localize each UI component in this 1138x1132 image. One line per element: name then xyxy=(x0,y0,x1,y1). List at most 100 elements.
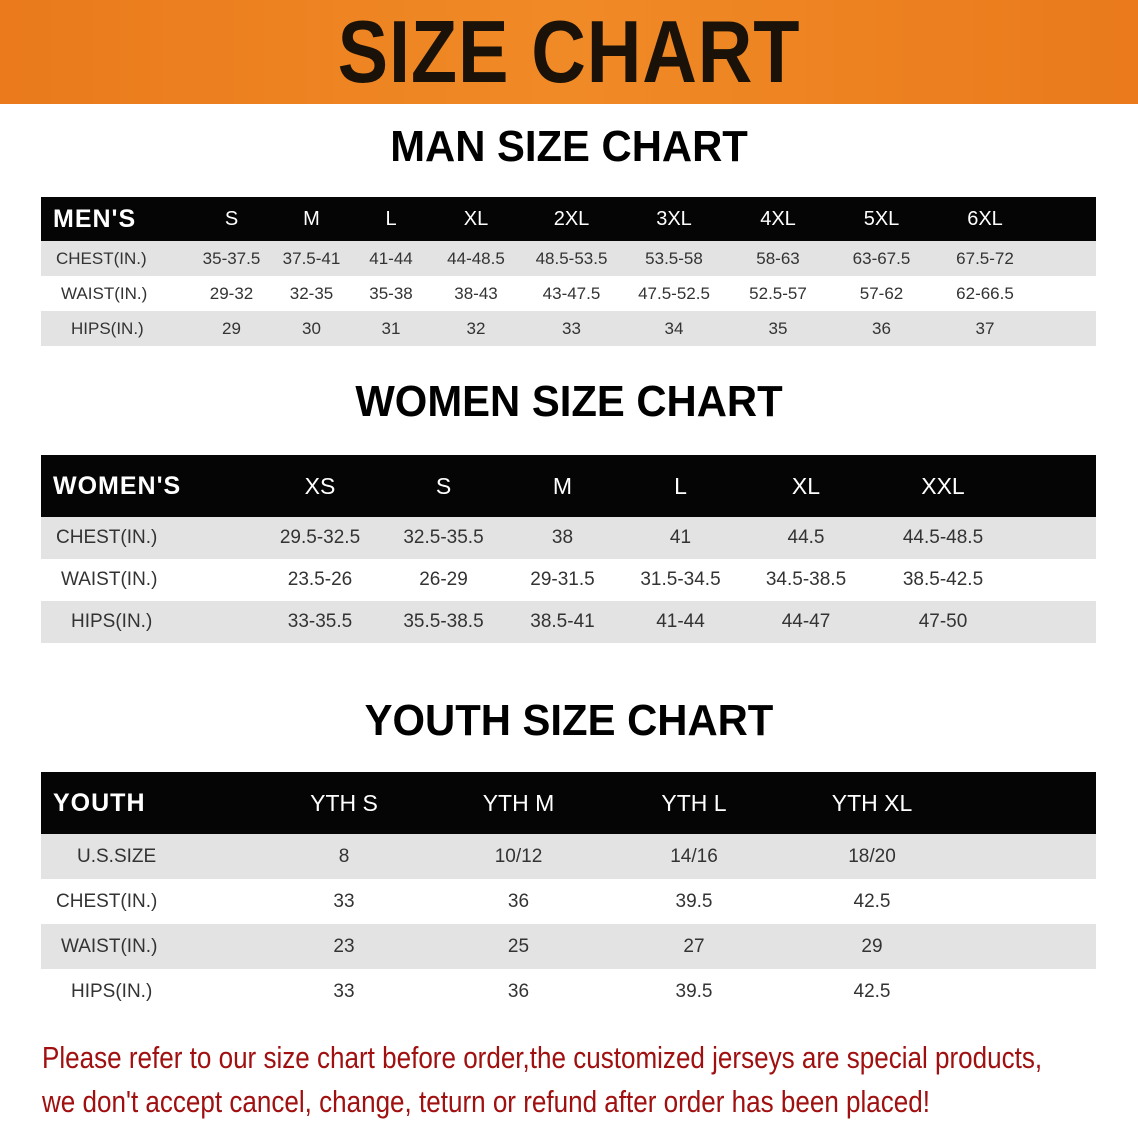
men-section-title: MAN SIZE CHART xyxy=(390,122,748,171)
table-cell: 57-62 xyxy=(830,276,933,311)
size-column-header: L xyxy=(351,197,431,241)
table-cell: 8 xyxy=(257,834,431,879)
table-cell: 67.5-72 xyxy=(933,241,1037,276)
table-row: HIPS(IN.) 33-35.5 35.5-38.5 38.5-41 41-44 44-… xyxy=(41,601,1096,643)
size-column-header: S xyxy=(383,455,504,517)
cell-filler xyxy=(1037,241,1096,276)
banner-title: SIZE CHART xyxy=(337,2,801,101)
size-column-header: XXL xyxy=(872,455,1014,517)
table-cell: 48.5-53.5 xyxy=(521,241,622,276)
table-row: WAIST(IN.) 23.5-26 26-29 29-31.5 31.5-34.5 34… xyxy=(41,559,1096,601)
row-label: HIPS(IN.) xyxy=(41,601,257,643)
table-cell: 14/16 xyxy=(606,834,782,879)
table-row: CHEST(IN.) 35-37.5 37.5-41 41-44 44-48.5 48.5… xyxy=(41,241,1096,276)
header-filler xyxy=(1014,455,1096,517)
table-cell: 23 xyxy=(257,924,431,969)
table-cell: 38.5-41 xyxy=(504,601,621,643)
table-cell: 52.5-57 xyxy=(726,276,830,311)
size-column-header: L xyxy=(621,455,740,517)
table-cell: 44.5 xyxy=(740,517,872,559)
table-cell: 36 xyxy=(431,969,606,1014)
table-cell: 35.5-38.5 xyxy=(383,601,504,643)
size-column-header: YTH XL xyxy=(782,772,962,834)
table-cell: 37.5-41 xyxy=(272,241,351,276)
table-cell: 25 xyxy=(431,924,606,969)
table-cell: 44-48.5 xyxy=(431,241,521,276)
table-cell: 29 xyxy=(782,924,962,969)
cell-filler xyxy=(962,834,1096,879)
row-label: CHEST(IN.) xyxy=(41,241,191,276)
table-cell: 37 xyxy=(933,311,1037,346)
table-cell: 63-67.5 xyxy=(830,241,933,276)
table-cell: 35 xyxy=(726,311,830,346)
notice-line-2: we don't accept cancel, change, teturn o… xyxy=(42,1084,931,1119)
men-size-table: MEN'S S M L XL 2XL 3XL 4XL 5XL 6XL CHEST(IN.) 35-37… xyxy=(41,197,1096,346)
table-cell: 31 xyxy=(351,311,431,346)
table-cell: 35-38 xyxy=(351,276,431,311)
row-label: WAIST(IN.) xyxy=(41,559,257,601)
table-header-row: WOMEN'S XS S M L XL XXL xyxy=(41,455,1096,517)
header-label: MEN'S xyxy=(41,197,191,241)
size-column-header: 6XL xyxy=(933,197,1037,241)
cell-filler xyxy=(1014,601,1096,643)
table-cell: 38 xyxy=(504,517,621,559)
table-cell: 58-63 xyxy=(726,241,830,276)
table-cell: 33 xyxy=(257,879,431,924)
women-size-table: WOMEN'S XS S M L XL XXL CHEST(IN.) 29.5-32.5 32.5… xyxy=(41,455,1096,643)
table-cell: 53.5-58 xyxy=(622,241,726,276)
row-label: WAIST(IN.) xyxy=(41,276,191,311)
youth-section-title: YOUTH SIZE CHART xyxy=(364,696,774,745)
row-label: U.S.SIZE xyxy=(41,834,257,879)
row-label: WAIST(IN.) xyxy=(41,924,257,969)
table-row: CHEST(IN.) 33 36 39.5 42.5 xyxy=(41,879,1096,924)
cell-filler xyxy=(1014,517,1096,559)
table-cell: 41 xyxy=(621,517,740,559)
table-row: U.S.SIZE 8 10/12 14/16 18/20 xyxy=(41,834,1096,879)
table-header-row: MEN'S S M L XL 2XL 3XL 4XL 5XL 6XL xyxy=(41,197,1096,241)
table-cell: 23.5-26 xyxy=(257,559,383,601)
size-column-header: 3XL xyxy=(622,197,726,241)
notice-line-1: Please refer to our size chart before or… xyxy=(42,1040,1043,1075)
table-cell: 29-31.5 xyxy=(504,559,621,601)
table-cell: 38.5-42.5 xyxy=(872,559,1014,601)
size-column-header: XL xyxy=(431,197,521,241)
cell-filler xyxy=(1014,559,1096,601)
size-column-header: YTH S xyxy=(257,772,431,834)
order-notice: Please refer to our size chart before or… xyxy=(42,1036,1043,1124)
table-cell: 29 xyxy=(191,311,272,346)
table-cell: 18/20 xyxy=(782,834,962,879)
size-column-header: 2XL xyxy=(521,197,622,241)
cell-filler xyxy=(962,969,1096,1014)
table-cell: 42.5 xyxy=(782,879,962,924)
table-cell: 34.5-38.5 xyxy=(740,559,872,601)
table-cell: 38-43 xyxy=(431,276,521,311)
table-cell: 26-29 xyxy=(383,559,504,601)
table-cell: 62-66.5 xyxy=(933,276,1037,311)
table-cell: 34 xyxy=(622,311,726,346)
youth-size-table: YOUTH YTH S YTH M YTH L YTH XL U.S.SIZE 8 10/12… xyxy=(41,772,1096,1014)
table-cell: 47-50 xyxy=(872,601,1014,643)
table-cell: 47.5-52.5 xyxy=(622,276,726,311)
row-label: HIPS(IN.) xyxy=(41,311,191,346)
table-cell: 44-47 xyxy=(740,601,872,643)
cell-filler xyxy=(962,879,1096,924)
table-cell: 44.5-48.5 xyxy=(872,517,1014,559)
row-label: CHEST(IN.) xyxy=(41,879,257,924)
women-section-title: WOMEN SIZE CHART xyxy=(355,377,783,426)
table-cell: 33 xyxy=(257,969,431,1014)
size-column-header: YTH L xyxy=(606,772,782,834)
table-cell: 41-44 xyxy=(351,241,431,276)
size-column-header: 4XL xyxy=(726,197,830,241)
cell-filler xyxy=(962,924,1096,969)
size-column-header: M xyxy=(272,197,351,241)
table-cell: 41-44 xyxy=(621,601,740,643)
table-cell: 32-35 xyxy=(272,276,351,311)
table-row: WAIST(IN.) 23 25 27 29 xyxy=(41,924,1096,969)
table-cell: 32 xyxy=(431,311,521,346)
table-cell: 27 xyxy=(606,924,782,969)
size-column-header: XL xyxy=(740,455,872,517)
cell-filler xyxy=(1037,276,1096,311)
size-column-header: S xyxy=(191,197,272,241)
table-cell: 39.5 xyxy=(606,969,782,1014)
header-filler xyxy=(1037,197,1096,241)
